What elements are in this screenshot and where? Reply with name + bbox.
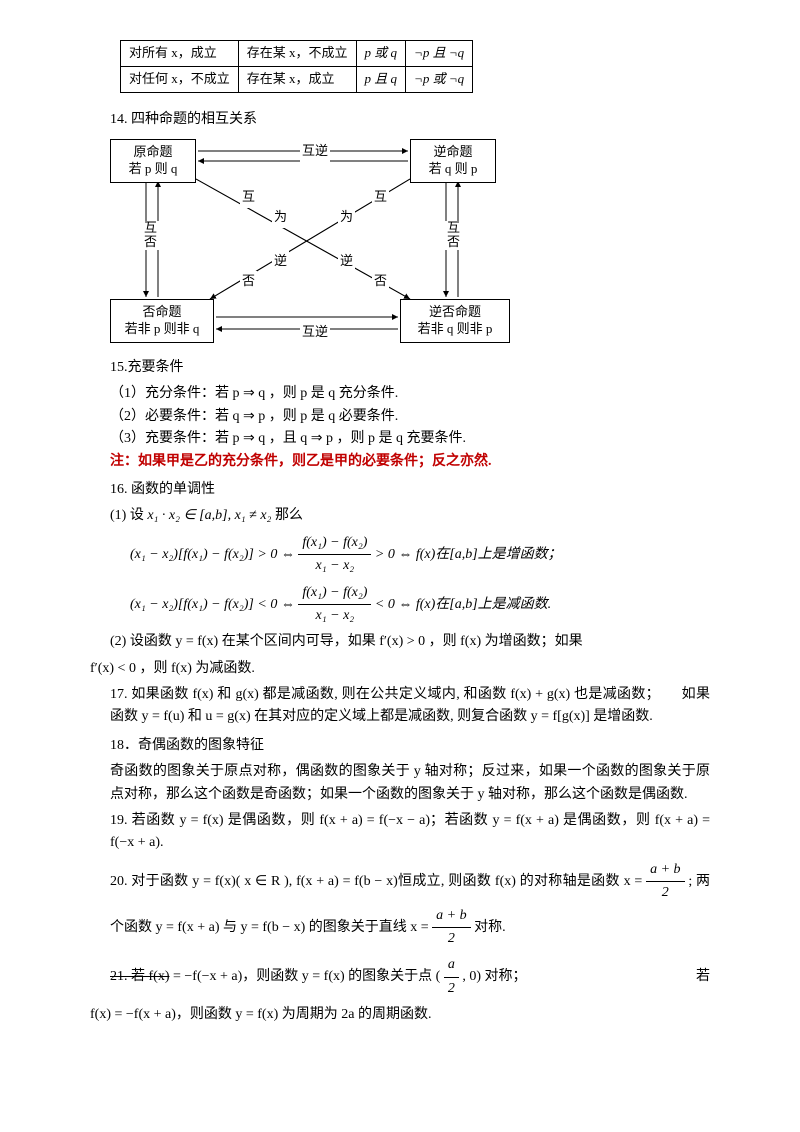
edge-label: 互否 bbox=[142, 221, 159, 250]
section18-text: 奇函数的图象关于原点对称，偶函数的图象关于 y 轴对称；反过来，如果一个函数的图… bbox=[110, 761, 710, 806]
section16-formula2: (x₁ − x₂)[f(x₁) − f(x₂)] < 0 ⇔ f(x₁) − f… bbox=[130, 582, 710, 628]
section19-text: 19. 若函数 y = f(x) 是偶函数，则 f(x + a) = f(−x … bbox=[110, 810, 710, 855]
section16-line2: (2) 设函数 y = f(x) 在某个区间内可导，如果 f′(x) > 0 ，… bbox=[110, 631, 710, 653]
edge-label: 互逆 bbox=[300, 141, 330, 162]
cell: 对所有 x，成立 bbox=[121, 41, 239, 67]
diag-label: 互 bbox=[240, 187, 257, 208]
node-line1: 原命题 bbox=[119, 144, 187, 161]
proposition-diagram: 原命题 若 p 则 q 逆命题 若 q 则 p 否命题 若非 p 则非 q 逆否… bbox=[110, 139, 530, 349]
fraction: f(x₁) − f(x₂) x₁ − x₂ bbox=[298, 532, 371, 578]
section21-main: 21. 若 f(x) = −f(−x + a)，则函数 y = f(x) 的图象… bbox=[110, 954, 527, 1000]
section21-line2: f(x) = −f(x + a)，则函数 y = f(x) 为周期为 2a 的周… bbox=[90, 1004, 710, 1026]
section15-title: 15.充要条件 bbox=[110, 357, 710, 379]
table-row: 对任何 x，不成立 存在某 x，成立 p 且 q ¬p 或 ¬q bbox=[121, 66, 473, 92]
cell: ¬p 且 ¬q bbox=[406, 41, 473, 67]
diag-label: 逆 bbox=[338, 251, 355, 272]
node-contrapositive: 逆否命题 若非 q 则非 p bbox=[400, 299, 510, 343]
edge-label: 互逆 bbox=[300, 322, 330, 343]
node-line2: 若 q 则 p bbox=[419, 161, 487, 178]
node-line2: 若非 q 则非 p bbox=[409, 321, 501, 338]
node-original: 原命题 若 p 则 q bbox=[110, 139, 196, 183]
section17-text: 17. 如果函数 f(x) 和 g(x) 都是减函数, 则在公共定义域内, 和函… bbox=[110, 684, 710, 729]
node-inverse: 逆命题 若 q 则 p bbox=[410, 139, 496, 183]
math: x₁ · x₂ ∈ [a,b], x₁ ≠ x₂ bbox=[147, 508, 271, 523]
text: = −f(−x + a)，则函数 y = f(x) 的图象关于点 ( bbox=[173, 969, 440, 984]
section15-note: 注：如果甲是乙的充分条件，则乙是甲的必要条件；反之亦然. bbox=[110, 451, 710, 473]
node-line1: 逆否命题 bbox=[409, 304, 501, 321]
frac-den: 2 bbox=[444, 978, 459, 1000]
frac-den: x₁ − x₂ bbox=[298, 605, 371, 627]
text: 对称. bbox=[474, 920, 506, 935]
diag-label: 互 bbox=[372, 187, 389, 208]
fraction: a + b 2 bbox=[646, 859, 684, 905]
logic-table: 对所有 x，成立 存在某 x，不成立 p 或 q ¬p 且 ¬q 对任何 x，不… bbox=[120, 40, 473, 93]
text: (1) 设 bbox=[110, 508, 147, 523]
section16-line1: (1) 设 x₁ · x₂ ∈ [a,b], x₁ ≠ x₂ 那么 bbox=[110, 505, 710, 527]
node-line1: 逆命题 bbox=[419, 144, 487, 161]
frac-den: 2 bbox=[646, 882, 684, 904]
edge-label: 互否 bbox=[445, 221, 462, 250]
node-line2: 若 p 则 q bbox=[119, 161, 187, 178]
diag-label: 为 bbox=[338, 207, 355, 228]
frac-num: f(x₁) − f(x₂) bbox=[298, 582, 371, 605]
table-row: 对所有 x，成立 存在某 x，不成立 p 或 q ¬p 且 ¬q bbox=[121, 41, 473, 67]
text: 那么 bbox=[275, 508, 303, 523]
diag-label: 逆 bbox=[272, 251, 289, 272]
frac-den: 2 bbox=[432, 928, 470, 950]
frac-num: a bbox=[444, 954, 459, 977]
formula-left: (x₁ − x₂)[f(x₁) − f(x₂)] > 0 ⇔ bbox=[130, 547, 298, 562]
cell: 存在某 x，不成立 bbox=[238, 41, 356, 67]
diag-label: 否 bbox=[240, 271, 257, 292]
section15-item: （3）充要条件：若 p ⇒ q ，且 q ⇒ p ，则 p 是 q 充要条件. bbox=[110, 428, 710, 450]
cell: p 且 q bbox=[356, 66, 406, 92]
formula-right: > 0 ⇔ f(x)在[a,b]上是增函数； bbox=[375, 547, 562, 562]
text-right: 若 bbox=[696, 966, 710, 988]
section16-title: 16. 函数的单调性 bbox=[110, 479, 710, 501]
formula-right: < 0 ⇔ f(x)在[a,b]上是减函数. bbox=[375, 597, 551, 612]
frac-num: f(x₁) − f(x₂) bbox=[298, 532, 371, 555]
section21: 21. 若 f(x) = −f(−x + a)，则函数 y = f(x) 的图象… bbox=[110, 954, 710, 1000]
section16-formula1: (x₁ − x₂)[f(x₁) − f(x₂)] > 0 ⇔ f(x₁) − f… bbox=[130, 532, 710, 578]
node-negation: 否命题 若非 p 则非 q bbox=[110, 299, 214, 343]
diag-label: 否 bbox=[372, 271, 389, 292]
section16-line2b: f′(x) < 0 ，则 f(x) 为减函数. bbox=[90, 658, 710, 680]
fraction: a + b 2 bbox=[432, 905, 470, 951]
strike-text: 21. 若 f(x) bbox=[110, 969, 170, 984]
text: , 0) 对称； bbox=[462, 969, 526, 984]
fraction: a 2 bbox=[444, 954, 459, 1000]
frac-num: a + b bbox=[646, 859, 684, 882]
frac-den: x₁ − x₂ bbox=[298, 555, 371, 577]
cell: ¬p 或 ¬q bbox=[406, 66, 473, 92]
diag-label: 为 bbox=[272, 207, 289, 228]
section14-title: 14. 四种命题的相互关系 bbox=[110, 109, 710, 131]
node-line2: 若非 p 则非 q bbox=[119, 321, 205, 338]
frac-num: a + b bbox=[432, 905, 470, 928]
section15-item: （2）必要条件：若 q ⇒ p ，则 p 是 q 必要条件. bbox=[110, 406, 710, 428]
section18-title: 18．奇偶函数的图象特征 bbox=[110, 735, 710, 757]
formula-left: (x₁ − x₂)[f(x₁) − f(x₂)] < 0 ⇔ bbox=[130, 597, 298, 612]
section15-item: （1）充分条件：若 p ⇒ q ，则 p 是 q 充分条件. bbox=[110, 383, 710, 405]
text: 20. 对于函数 y = f(x)( x ∈ R ), f(x + a) = f… bbox=[110, 874, 646, 889]
section20: 20. 对于函数 y = f(x)( x ∈ R ), f(x + a) = f… bbox=[110, 859, 710, 951]
cell: p 或 q bbox=[356, 41, 406, 67]
node-line1: 否命题 bbox=[119, 304, 205, 321]
cell: 存在某 x，成立 bbox=[238, 66, 356, 92]
fraction: f(x₁) − f(x₂) x₁ − x₂ bbox=[298, 582, 371, 628]
cell: 对任何 x，不成立 bbox=[121, 66, 239, 92]
